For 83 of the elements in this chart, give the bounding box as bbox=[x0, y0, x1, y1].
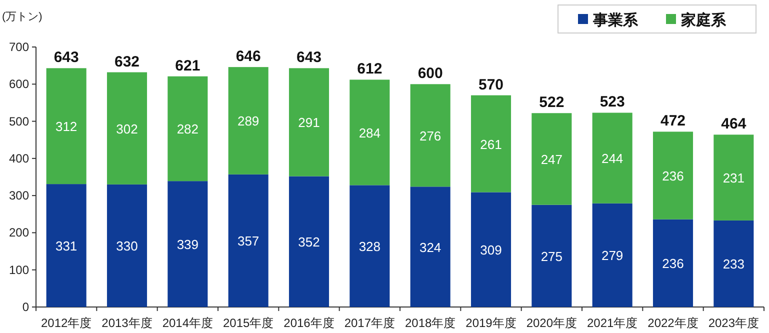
data-label: 261 bbox=[480, 136, 502, 152]
bar bbox=[350, 80, 390, 186]
bar bbox=[228, 67, 268, 174]
total-label: 523 bbox=[600, 94, 625, 111]
x-tick-label: 2015年度 bbox=[222, 316, 274, 330]
data-label: 302 bbox=[116, 121, 138, 136]
y-tick-label: 400 bbox=[8, 151, 30, 166]
x-tick-label: 2020年度 bbox=[526, 316, 578, 330]
x-tick-label: 2014年度 bbox=[162, 316, 214, 330]
bar bbox=[168, 181, 208, 307]
data-label: 339 bbox=[176, 237, 199, 252]
data-label: 284 bbox=[358, 125, 381, 140]
bar bbox=[592, 112, 632, 204]
total-label: 522 bbox=[539, 94, 564, 112]
bar bbox=[652, 132, 694, 220]
total-label: 646 bbox=[236, 48, 261, 66]
data-label: 279 bbox=[601, 248, 624, 264]
data-label: 236 bbox=[662, 256, 684, 272]
total-label: 621 bbox=[175, 57, 200, 74]
bar bbox=[350, 185, 390, 307]
bar bbox=[714, 134, 754, 220]
bar bbox=[228, 174, 268, 307]
total-label: 612 bbox=[357, 60, 382, 78]
total-label: 632 bbox=[114, 53, 140, 70]
bar bbox=[470, 192, 512, 307]
y-tick-label: 500 bbox=[8, 114, 30, 128]
data-label: 276 bbox=[419, 128, 442, 144]
bar bbox=[106, 72, 148, 184]
x-tick-label: 2012年度 bbox=[40, 316, 92, 330]
total-label: 643 bbox=[296, 49, 322, 66]
total-label: 570 bbox=[478, 76, 504, 94]
x-tick-label: 2013年度 bbox=[102, 316, 152, 330]
legend-label: 家庭系 bbox=[680, 11, 727, 29]
x-tick-label: 2023年度 bbox=[708, 316, 760, 330]
bar bbox=[470, 95, 512, 192]
bar bbox=[168, 76, 208, 182]
x-tick-label: 2021年度 bbox=[586, 316, 638, 330]
data-label: 233 bbox=[722, 256, 745, 272]
x-tick-label: 2019年度 bbox=[466, 316, 516, 330]
total-label: 643 bbox=[54, 49, 79, 66]
total-label: 600 bbox=[418, 65, 443, 82]
bar bbox=[288, 176, 330, 307]
data-label: 236 bbox=[662, 168, 684, 184]
total-label: 472 bbox=[660, 112, 686, 130]
data-label: 247 bbox=[540, 152, 563, 167]
y-tick-label: 100 bbox=[8, 262, 30, 277]
data-label: 309 bbox=[480, 242, 502, 258]
bar bbox=[288, 68, 330, 176]
bar bbox=[410, 186, 450, 307]
x-tick-label: 2018年度 bbox=[404, 316, 456, 330]
y-axis-title: (万トン) bbox=[2, 11, 42, 23]
bar bbox=[46, 184, 86, 307]
x-tick-label: 2017年度 bbox=[344, 316, 396, 330]
bar bbox=[714, 220, 754, 307]
data-label: 244 bbox=[601, 151, 624, 166]
data-label: 357 bbox=[237, 234, 260, 249]
bar bbox=[410, 84, 450, 187]
data-label: 282 bbox=[176, 122, 199, 137]
x-tick-label: 2022年度 bbox=[648, 316, 698, 330]
y-tick-label: 300 bbox=[8, 188, 30, 203]
bar bbox=[652, 219, 694, 307]
bar bbox=[532, 204, 572, 307]
total-label: 464 bbox=[721, 116, 747, 133]
data-label: 275 bbox=[540, 248, 563, 264]
bar bbox=[532, 113, 572, 205]
y-tick-label: 700 bbox=[8, 40, 30, 54]
x-tick-label: 2016年度 bbox=[284, 316, 334, 330]
bar bbox=[592, 203, 632, 307]
data-label: 312 bbox=[55, 119, 78, 134]
data-label: 331 bbox=[55, 238, 78, 254]
data-label: 291 bbox=[298, 115, 320, 130]
data-label: 328 bbox=[358, 239, 381, 254]
bar bbox=[46, 68, 86, 184]
data-label: 330 bbox=[116, 238, 138, 254]
data-label: 289 bbox=[237, 114, 260, 129]
bar bbox=[106, 184, 148, 307]
data-label: 324 bbox=[419, 240, 442, 255]
data-label: 352 bbox=[298, 234, 320, 250]
y-tick-label: 600 bbox=[8, 77, 30, 92]
y-tick-label: 0 bbox=[22, 300, 30, 314]
y-tick-label: 200 bbox=[8, 226, 30, 240]
data-label: 231 bbox=[722, 170, 745, 186]
legend-label: 事業系 bbox=[592, 12, 639, 29]
